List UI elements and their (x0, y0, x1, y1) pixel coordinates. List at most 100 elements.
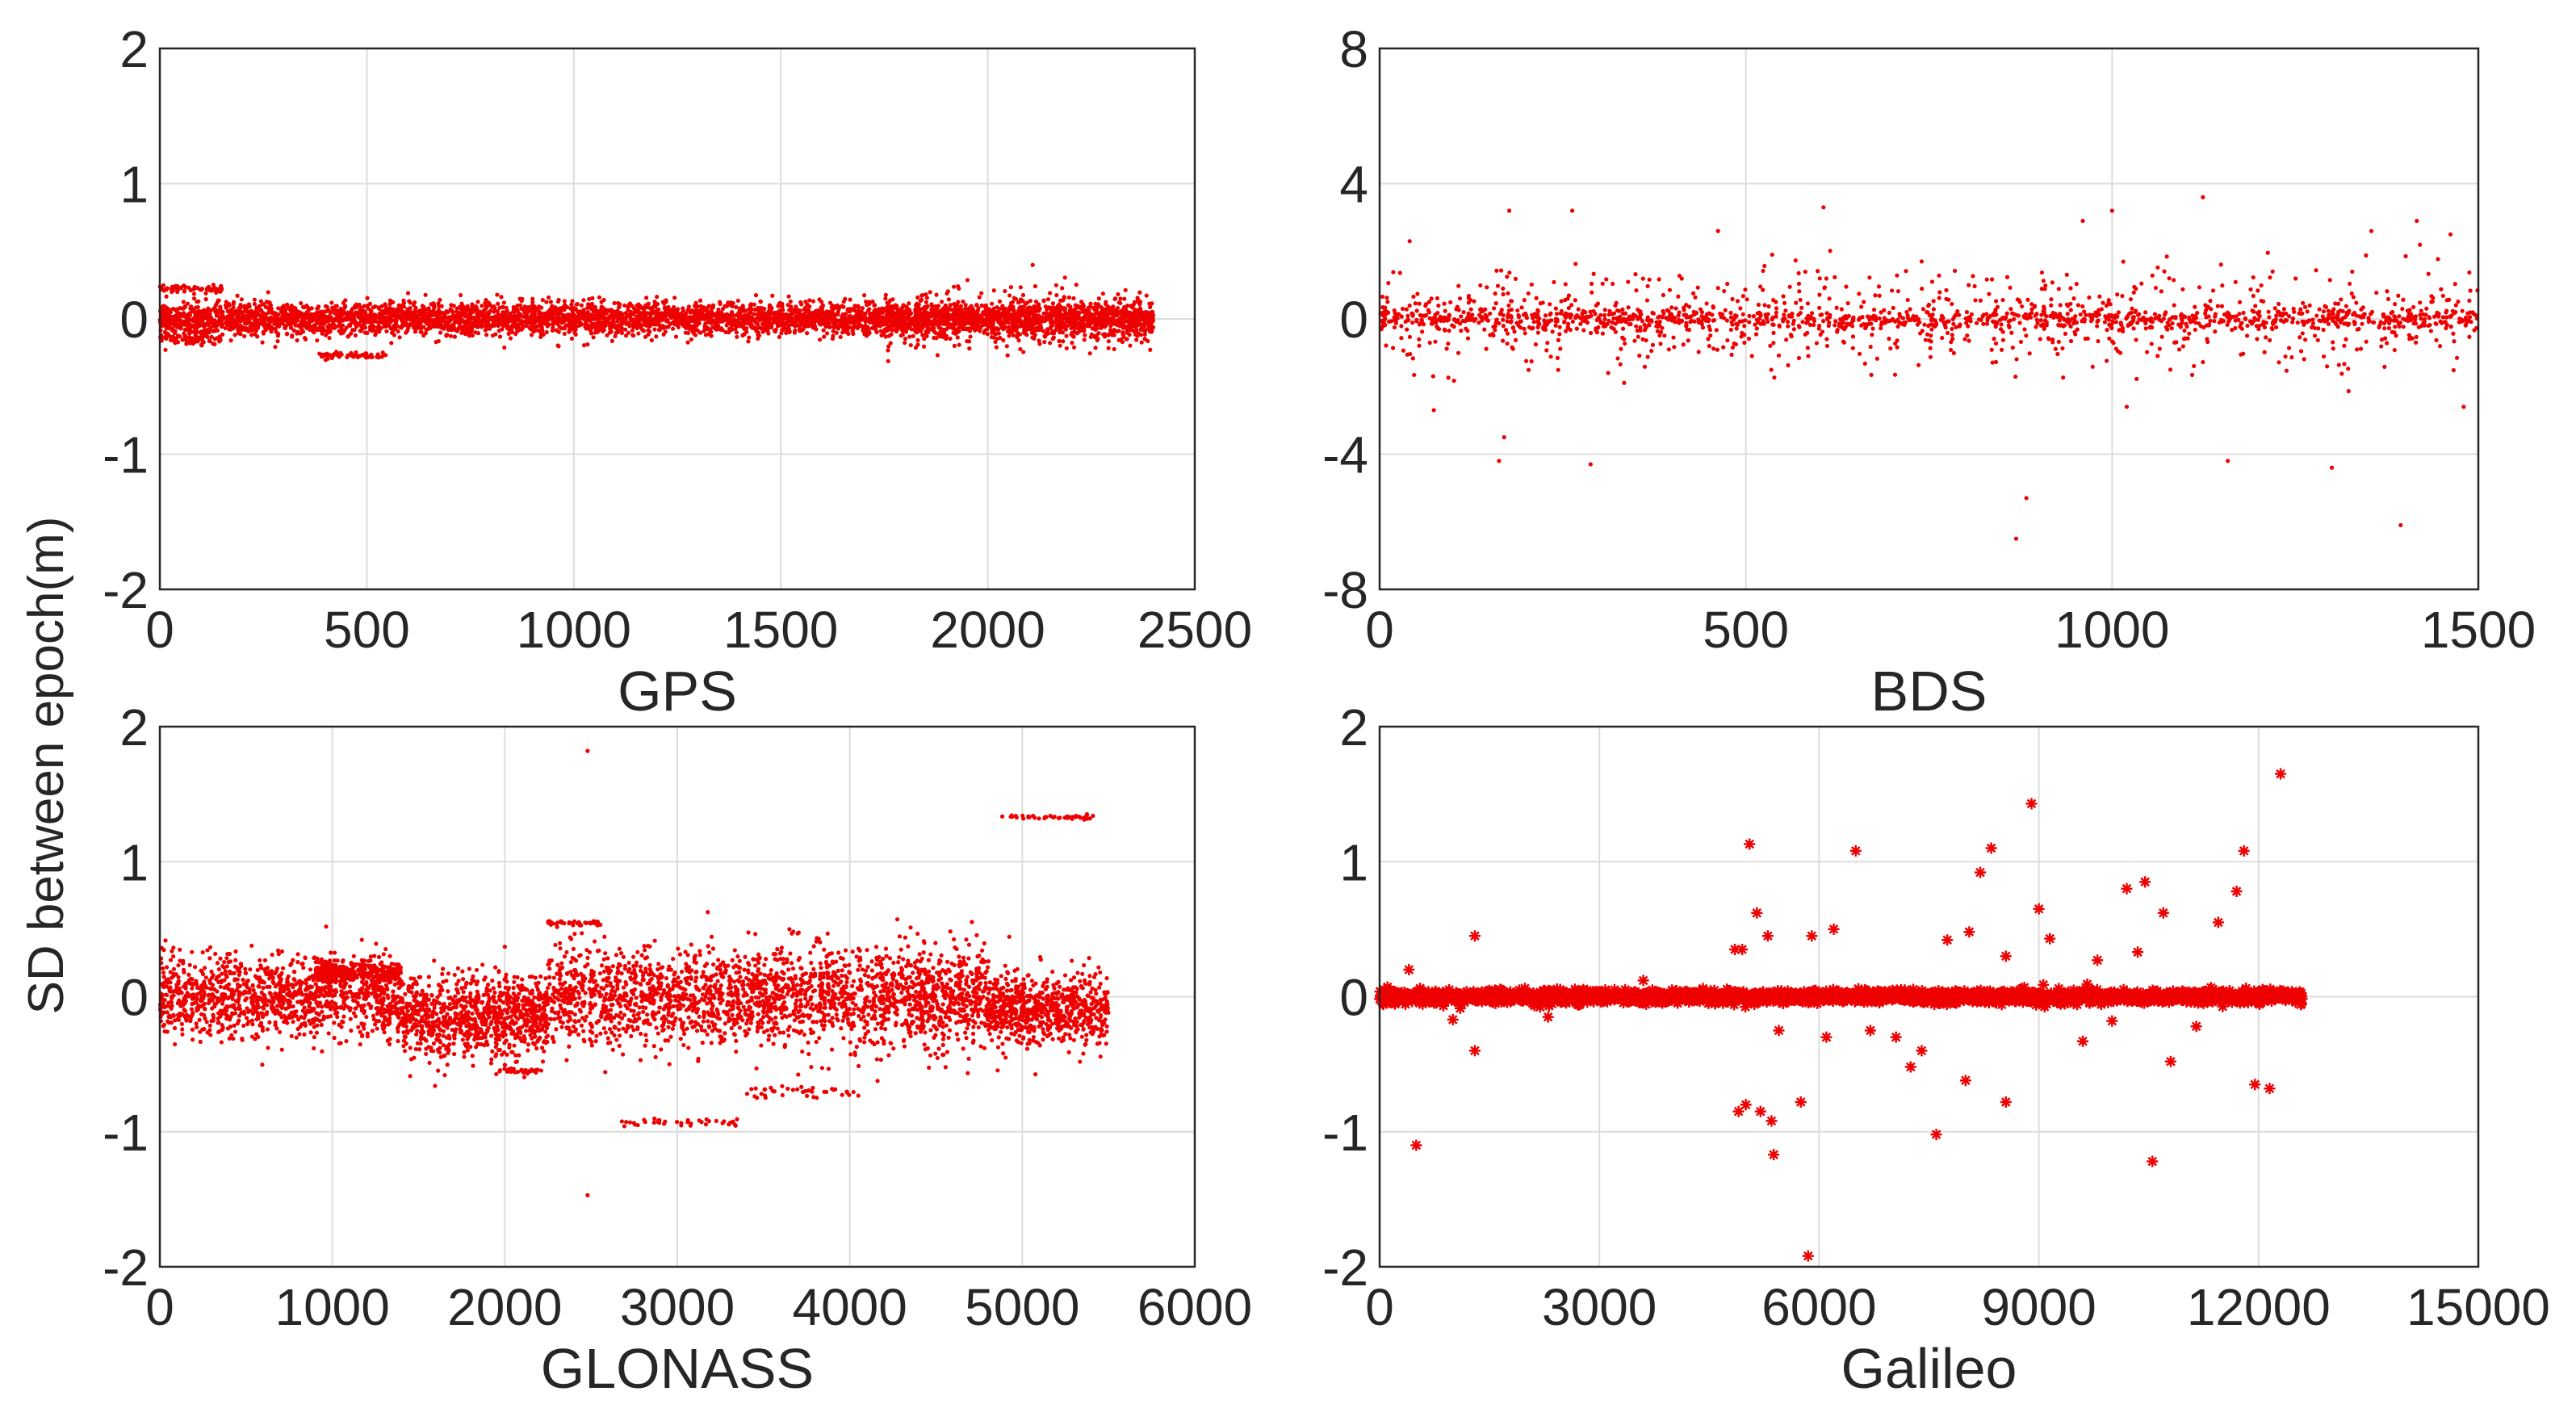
gps-point (327, 335, 332, 341)
gps-point (754, 321, 760, 326)
gps-point (720, 306, 726, 312)
gps-point (333, 316, 338, 322)
gps-point (203, 291, 208, 295)
gps-point (824, 331, 830, 336)
gps-point (790, 322, 794, 327)
gps-point (693, 333, 698, 337)
gps-point (548, 300, 553, 304)
gps-point (727, 326, 732, 331)
gps-point (495, 292, 500, 297)
gps-point (346, 334, 350, 339)
gps-point (668, 314, 673, 319)
gps-point (219, 317, 224, 322)
gps-point (317, 316, 322, 321)
gps-point (448, 333, 454, 338)
gps-point (505, 317, 510, 322)
gps-point (191, 291, 197, 296)
gps-point (532, 311, 538, 316)
gps-point (1116, 329, 1121, 333)
gps-point (434, 340, 438, 345)
gps-point (646, 301, 651, 306)
gps-point (655, 318, 660, 323)
gps-point (269, 328, 274, 333)
gps-point (316, 304, 321, 309)
gps-point (807, 298, 812, 303)
gps-point (651, 304, 656, 309)
gps-point (637, 312, 642, 316)
gps-point (179, 285, 184, 290)
gps-points (157, 262, 1156, 363)
gps-point (784, 314, 789, 319)
gps-point (747, 307, 752, 312)
gps-point (824, 312, 829, 317)
gps-point (165, 318, 170, 323)
gps-point (812, 322, 817, 327)
gps-point (838, 334, 843, 340)
gps-point (253, 332, 258, 337)
gps-point (258, 308, 264, 312)
gps-point (843, 325, 848, 330)
gps-point (196, 321, 201, 326)
gps-point (810, 316, 815, 321)
gps-point (842, 315, 847, 320)
gps-point (978, 329, 982, 333)
gps-point (779, 331, 784, 336)
gps-point (216, 298, 221, 303)
gps-point (687, 317, 692, 322)
gps-point (850, 329, 855, 333)
gps-point (932, 329, 937, 334)
gps-point (375, 325, 380, 329)
gps-point (755, 329, 760, 333)
gps-point (748, 324, 753, 329)
gps-point (522, 304, 527, 309)
gps-point (822, 334, 827, 339)
gps-point (206, 327, 211, 332)
gps-point (528, 308, 533, 313)
gps-point (951, 308, 956, 313)
gps-point (438, 321, 442, 325)
gps-point (321, 312, 326, 317)
gps-point (714, 320, 718, 325)
gps-point (255, 324, 260, 329)
gps-point (833, 317, 838, 322)
gps-point (191, 341, 195, 346)
gps-point (576, 317, 581, 322)
gps-point (534, 319, 538, 324)
gps-point (232, 333, 237, 337)
gps-point (352, 353, 357, 358)
gps-point (635, 325, 639, 331)
gps-point (203, 297, 208, 302)
gps-point (985, 332, 990, 337)
gps-point (427, 325, 432, 329)
gps-point (721, 318, 726, 324)
gps-point (573, 322, 578, 327)
gps-point (181, 300, 186, 304)
gps-point (501, 324, 506, 329)
gps-point (406, 325, 411, 331)
gps-point (793, 328, 798, 333)
gps-point (788, 314, 794, 319)
gps-point (928, 312, 933, 316)
gps-point (413, 305, 418, 310)
gps-point (500, 304, 505, 309)
gps-point (609, 338, 614, 344)
gps-point (1116, 323, 1121, 328)
gps-point (827, 300, 833, 305)
gps-point (865, 308, 871, 313)
gps-point (777, 334, 782, 339)
gps-point (231, 301, 236, 307)
gps-point (663, 329, 668, 334)
gps-point (322, 352, 327, 357)
gps-point (473, 330, 478, 335)
gps-point (258, 313, 263, 318)
gps-point (419, 329, 424, 334)
gps-point (452, 320, 458, 325)
gps-point (655, 295, 660, 300)
gps-point (674, 315, 679, 320)
gps-point (534, 308, 539, 312)
gps-point (339, 327, 344, 332)
gps-point (731, 300, 735, 306)
gps-point (362, 325, 368, 330)
gps-point (195, 339, 200, 344)
gps-point (649, 337, 654, 343)
